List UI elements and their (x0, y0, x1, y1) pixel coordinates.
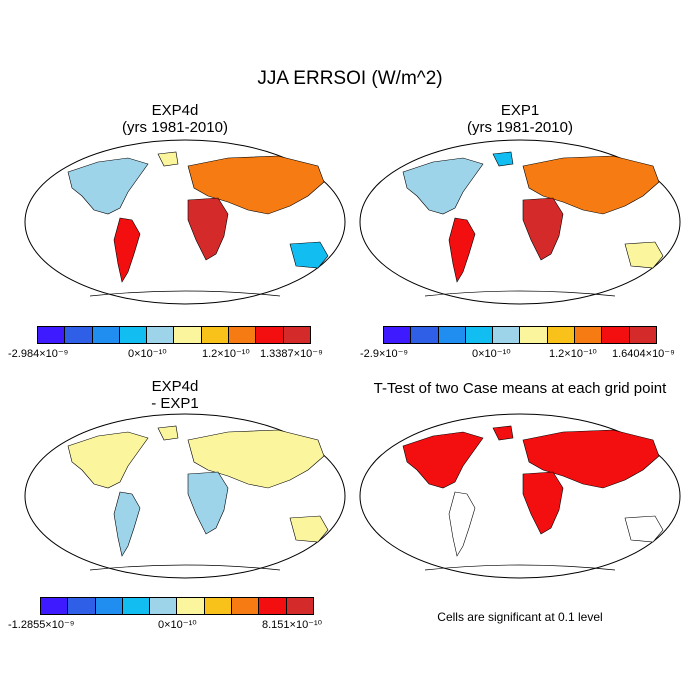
antarctica-coastline (89, 564, 281, 571)
landmass (157, 425, 179, 441)
colorbar-swatch (232, 598, 260, 614)
colorbar-label-max: 8.151×10⁻¹⁰ (262, 619, 323, 631)
landmass (113, 491, 141, 557)
landmass (113, 217, 141, 283)
map-exp1 (359, 139, 681, 305)
significance-note: Cells are significant at 0.1 level (437, 610, 603, 624)
colorbar-label-min: -2.9×10⁻⁹ (360, 348, 409, 360)
colorbar-swatch (493, 327, 521, 343)
colorbar-swatch (65, 327, 93, 343)
colorbar-label-max: 1.6404×10⁻⁹ (612, 348, 675, 360)
antarctica-coastline (424, 564, 616, 571)
panel-title-line: EXP1 (500, 102, 540, 119)
colorbar-label-mid: 1.2×10⁻¹⁰ (202, 348, 250, 360)
panel-title-exp1: EXP1 (yrs 1981-2010) (355, 102, 685, 136)
colorbar-swatch (92, 327, 120, 343)
colorbar-swatch (411, 327, 439, 343)
colorbar-swatch (547, 327, 576, 343)
landmass (624, 241, 664, 269)
colorbar-swatch (256, 327, 284, 343)
landmass (187, 429, 325, 489)
landmass (67, 431, 149, 489)
colorbar-swatch (174, 327, 202, 343)
colorbar-swatch (520, 327, 548, 343)
colorbar-exp4d (37, 326, 311, 344)
panel-title-exp4d: EXP4d (yrs 1981-2010) (20, 102, 330, 136)
landmass (187, 155, 325, 215)
colorbar-swatch (575, 327, 603, 343)
landmass (492, 425, 514, 441)
landmass (624, 515, 664, 543)
colorbar-label-max: 1.3387×10⁻⁹ (260, 348, 323, 360)
colorbar-label-min: -2.984×10⁻⁹ (8, 348, 69, 360)
landmass (448, 491, 476, 557)
colorbar-swatch (201, 327, 230, 343)
colorbar-swatch (147, 327, 175, 343)
colorbar-swatch (41, 598, 69, 614)
map-exp4d (24, 139, 346, 305)
colorbar-swatch (122, 598, 151, 614)
colorbar-swatch (68, 598, 96, 614)
colorbar-label-zero: 0×10⁻¹⁰ (158, 619, 197, 631)
map-difference (24, 413, 346, 579)
colorbar-difference (40, 597, 314, 615)
colorbar-label-zero: 0×10⁻¹⁰ (472, 348, 511, 360)
landmass (402, 431, 484, 489)
colorbar-swatch (204, 598, 233, 614)
landmass (402, 157, 484, 215)
colorbar-swatch (286, 598, 313, 614)
antarctica-coastline (424, 290, 616, 297)
panel-subtitle-line: (yrs 1981-2010) (122, 119, 228, 136)
colorbar-swatch (602, 327, 630, 343)
map-ttest (359, 413, 681, 579)
colorbar-exp1 (383, 326, 657, 344)
colorbar-label-zero: 0×10⁻¹⁰ (128, 348, 167, 360)
colorbar-label-mid: 1.2×10⁻¹⁰ (549, 348, 597, 360)
colorbar-swatch (229, 327, 257, 343)
landmass (522, 155, 660, 215)
panel-title-difference: EXP4d - EXP1 (20, 378, 330, 412)
colorbar-swatch (95, 598, 123, 614)
landmass (522, 471, 564, 535)
landmass (289, 241, 329, 269)
colorbar-swatch (259, 598, 287, 614)
antarctica-coastline (89, 290, 281, 297)
landmass (157, 151, 179, 167)
figure-title: JJA ERRSOI (W/m^2) (257, 68, 443, 89)
panel-title-line: EXP4d (151, 378, 199, 395)
landmass (522, 429, 660, 489)
panel-subtitle-line: (yrs 1981-2010) (467, 119, 573, 136)
landmass (187, 197, 229, 261)
landmass (492, 151, 514, 167)
colorbar-swatch (629, 327, 656, 343)
colorbar-swatch (384, 327, 412, 343)
landmass (522, 197, 564, 261)
colorbar-swatch (438, 327, 466, 343)
panel-title-ttest: T-Test of two Case means at each grid po… (373, 380, 667, 397)
panel-subtitle-line: - EXP1 (151, 395, 199, 412)
panel-title-line: EXP4d (151, 102, 199, 119)
landmass (448, 217, 476, 283)
landmass (187, 471, 229, 535)
colorbar-swatch (119, 327, 148, 343)
colorbar-swatch (150, 598, 178, 614)
colorbar-label-min: -1.2855×10⁻⁹ (8, 619, 75, 631)
colorbar-swatch (38, 327, 66, 343)
landmass (67, 157, 149, 215)
colorbar-swatch (177, 598, 205, 614)
landmass (289, 515, 329, 543)
colorbar-swatch (465, 327, 494, 343)
colorbar-swatch (283, 327, 310, 343)
